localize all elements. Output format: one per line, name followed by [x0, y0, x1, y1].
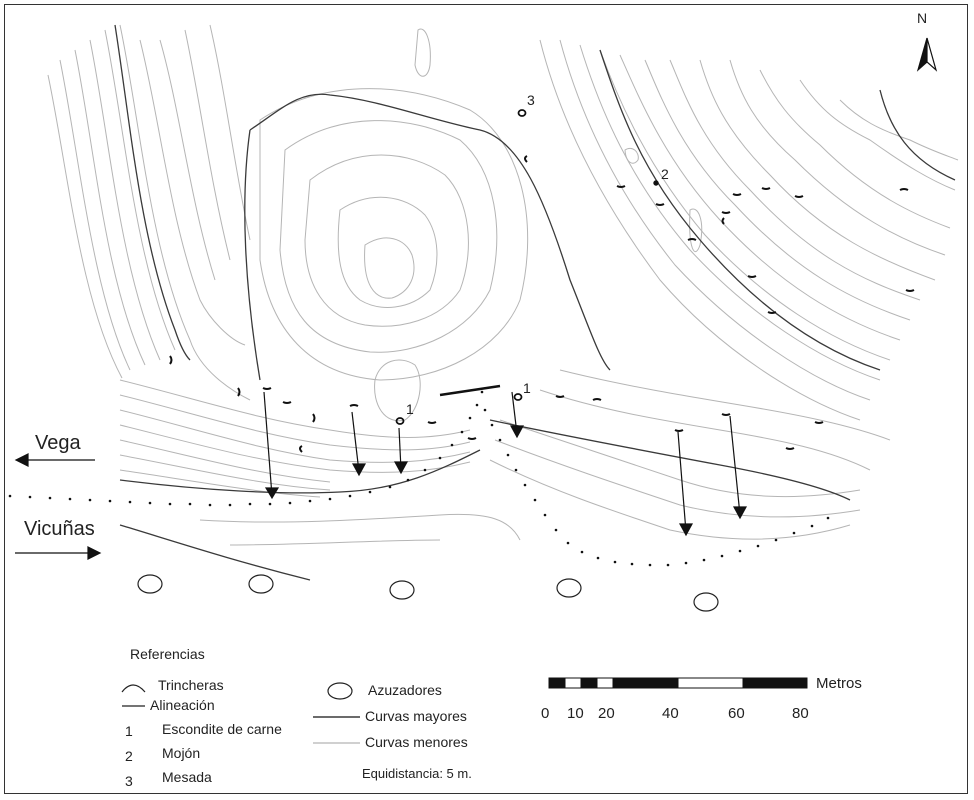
- point-markers: [395, 109, 659, 425]
- legend-number-2: 2: [125, 748, 133, 764]
- map-frame: [4, 4, 968, 794]
- legend-title: Referencias: [130, 646, 205, 662]
- north-label: N: [917, 10, 928, 26]
- scale-bar: [548, 677, 808, 689]
- legend-curvas-mayores: Curvas mayores: [365, 708, 467, 724]
- dotted-route: [8, 390, 830, 567]
- scale-tick-80: 80: [792, 705, 809, 722]
- legend-alineacion: Alineación: [150, 697, 215, 713]
- alignment-line: [439, 384, 501, 397]
- point-label-1a: 1: [406, 401, 414, 417]
- scale-unit: Metros: [816, 675, 862, 692]
- legend-equidistancia: Equidistancia: 5 m.: [362, 766, 472, 781]
- vicunas-label: Vicuñas: [24, 518, 95, 540]
- point-label-2: 2: [661, 166, 669, 182]
- legend-curvas-menores: Curvas menores: [365, 734, 468, 750]
- north-arrow-icon: [916, 37, 938, 72]
- legend-escondite: Escondite de carne: [162, 721, 282, 737]
- legend-mojon: Mojón: [162, 745, 201, 761]
- legend-azuzador-icon: [327, 682, 353, 700]
- scale-tick-20: 20: [598, 705, 615, 722]
- scale-tick-10: 10: [567, 705, 584, 722]
- legend-mesada: Mesada: [162, 769, 212, 785]
- vega-label: Vega: [35, 432, 81, 454]
- scale-tick-0: 0: [541, 705, 550, 722]
- legend-trinchera-icon: [121, 684, 146, 693]
- point-label-1b: 1: [523, 380, 531, 396]
- legend-trincheras: Trincheras: [158, 677, 224, 693]
- trincheras: [169, 155, 915, 453]
- legend-number-1: 1: [125, 723, 133, 739]
- scale-tick-40: 40: [662, 705, 679, 722]
- scale-tick-60: 60: [728, 705, 745, 722]
- point-label-3: 3: [527, 92, 535, 108]
- legend-azuzadores: Azuzadores: [368, 682, 442, 698]
- legend-symbols: [121, 682, 360, 744]
- major-contours: [114, 24, 956, 581]
- azuzadores: [137, 574, 719, 612]
- drive-arrows: [14, 391, 748, 560]
- minor-contours: [47, 24, 959, 546]
- legend-number-3: 3: [125, 773, 133, 789]
